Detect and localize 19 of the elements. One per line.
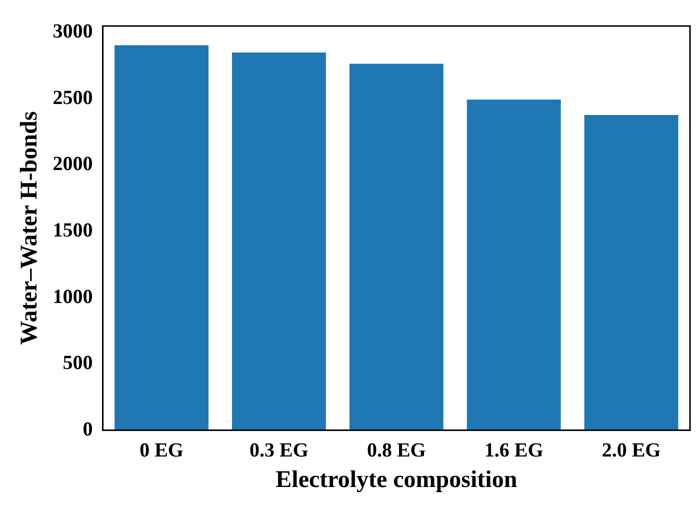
- bar: [232, 52, 326, 430]
- bar: [114, 45, 208, 430]
- bar: [466, 100, 561, 430]
- x-tick-label: 0 EG: [140, 439, 184, 462]
- y-tick-label: 1500: [52, 219, 93, 242]
- y-tick-label: 2000: [52, 153, 93, 176]
- x-tick-label: 2.0 EG: [602, 439, 662, 462]
- x-tick-label: 0.8 EG: [366, 439, 426, 462]
- bar: [349, 64, 444, 430]
- bar: [584, 114, 678, 430]
- x-axis-title: Electrolyte composition: [276, 466, 518, 493]
- y-tick-label: 1000: [52, 286, 93, 308]
- x-tick-label: 1.6 EG: [484, 439, 544, 462]
- y-tick-label: 0: [82, 418, 93, 440]
- x-tick-label: 0.3 EG: [250, 439, 309, 462]
- y-tick-label: 500: [62, 352, 93, 374]
- y-tick-label: 2500: [52, 86, 93, 109]
- y-axis-title: Water–Water H-bonds: [16, 111, 43, 345]
- y-tick-label: 3000: [52, 20, 93, 43]
